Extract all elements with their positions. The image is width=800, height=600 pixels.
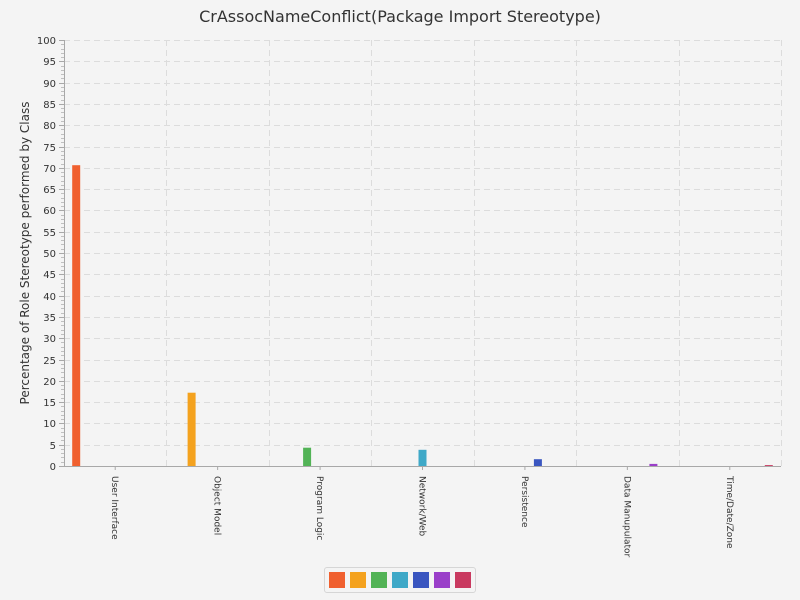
x-tick-label: Time/Date/Zone bbox=[724, 475, 734, 549]
legend-swatch-3 bbox=[392, 572, 408, 588]
legend-swatch-0 bbox=[329, 572, 345, 588]
y-axis-title: Percentage of Role Stereotype performed … bbox=[18, 102, 32, 405]
labels: 0 5 10 15 20 25 30 35 40 45 50 55 60 65 70 75 80 85 90 95 10… bbox=[37, 36, 734, 558]
y-tick-label: 30 bbox=[43, 334, 56, 345]
y-tick-label: 50 bbox=[43, 249, 56, 260]
y-tick-label: 70 bbox=[43, 164, 56, 175]
y-tick-label: 35 bbox=[43, 313, 56, 324]
bar-2[interactable] bbox=[303, 447, 312, 466]
bar-3[interactable] bbox=[418, 449, 427, 466]
y-tick-label: 45 bbox=[43, 270, 56, 281]
x-tick-label: Program Logic bbox=[314, 476, 324, 540]
y-tick-label: 5 bbox=[50, 441, 56, 452]
legend-swatch-4 bbox=[413, 572, 429, 588]
y-tick-label: 0 bbox=[50, 462, 56, 473]
y-tick-label: 95 bbox=[43, 57, 56, 68]
y-tick-label: 85 bbox=[43, 100, 56, 111]
x-tick-label: Network/Web bbox=[417, 476, 427, 537]
x-tick-label: Persistence bbox=[519, 476, 529, 528]
bar-0[interactable] bbox=[72, 165, 81, 466]
axes bbox=[59, 40, 781, 470]
bar-1[interactable] bbox=[187, 392, 196, 466]
y-tick-label: 80 bbox=[43, 121, 56, 132]
legend bbox=[324, 567, 476, 593]
y-tick-label: 15 bbox=[43, 398, 56, 409]
y-tick-label: 20 bbox=[43, 377, 56, 388]
y-tick-label: 75 bbox=[43, 143, 56, 154]
legend-swatch-5 bbox=[434, 572, 450, 588]
bar-4[interactable] bbox=[533, 459, 542, 466]
y-tick-label: 55 bbox=[43, 228, 56, 239]
legend-swatch-6 bbox=[455, 572, 471, 588]
x-tick-label: Object Model bbox=[212, 476, 222, 535]
grid bbox=[64, 40, 782, 466]
y-tick-label: 60 bbox=[43, 206, 56, 217]
bar-5[interactable] bbox=[649, 463, 658, 466]
y-tick-label: 25 bbox=[43, 356, 56, 367]
bars bbox=[72, 165, 773, 466]
bar-6[interactable] bbox=[764, 465, 773, 466]
x-tick-label: User Interface bbox=[109, 476, 119, 540]
y-tick-label: 10 bbox=[43, 419, 56, 430]
y-tick-label: 100 bbox=[37, 36, 56, 47]
y-tick-label: 90 bbox=[43, 79, 56, 90]
x-tick-label: Data Manupulator bbox=[621, 476, 631, 558]
y-tick-label: 40 bbox=[43, 292, 56, 303]
legend-swatch-1 bbox=[350, 572, 366, 588]
legend-swatch-2 bbox=[371, 572, 387, 588]
y-tick-label: 65 bbox=[43, 185, 56, 196]
chart-title: CrAssocNameConflict(Package Import Stere… bbox=[199, 7, 601, 26]
